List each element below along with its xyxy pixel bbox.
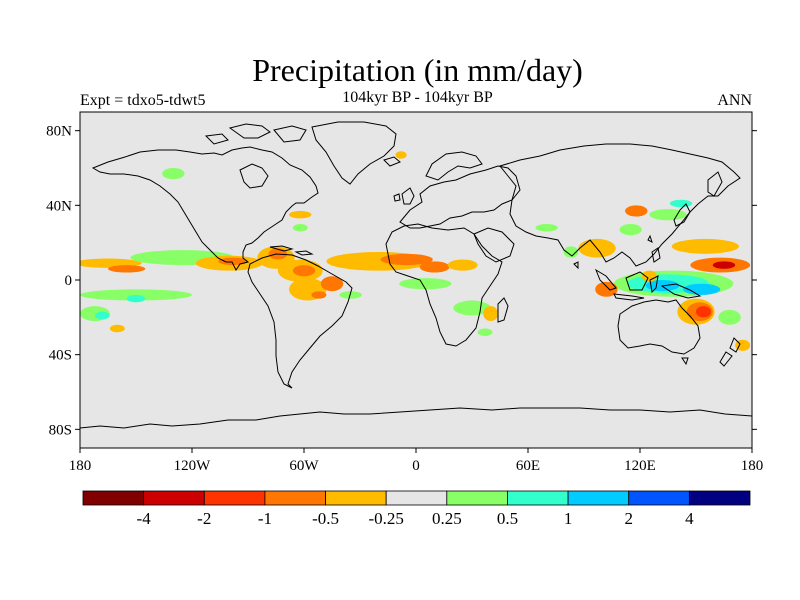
- coast-indonesia: [594, 268, 659, 301]
- anomaly-patch: [625, 205, 648, 217]
- anomaly-patch: [483, 306, 499, 322]
- colorbar-label: 1: [564, 509, 573, 528]
- anomaly-patch: [339, 291, 362, 299]
- colorbar-swatch: [264, 490, 326, 506]
- colorbar-label: -0.5: [312, 509, 339, 528]
- coast-british-isles: [393, 187, 415, 205]
- coast-europe: [399, 165, 521, 229]
- coast-antarctica: [80, 407, 752, 429]
- y-tick-label: 80N: [46, 124, 72, 140]
- anomaly-patch: [477, 328, 493, 336]
- anomaly-patch: [108, 265, 146, 273]
- anomaly-patch: [292, 265, 316, 277]
- coast-australia: [617, 299, 701, 355]
- colorbar-swatch: [567, 490, 630, 506]
- coast-sri-lanka: [573, 261, 579, 270]
- anomaly-patch: [218, 257, 248, 266]
- period-label: 104kyr BP - 104kyr BP: [342, 89, 493, 106]
- colorbar-label: -2: [197, 509, 211, 528]
- coast-greenland: [311, 121, 397, 185]
- anomaly-patch: [447, 259, 478, 271]
- coastlines: [80, 121, 752, 429]
- coast-new-guinea: [660, 283, 702, 299]
- anomaly-patch: [289, 210, 312, 219]
- coast-north-america: [91, 146, 319, 271]
- anomaly-patch: [292, 224, 308, 232]
- coast-kamchatka: [707, 171, 723, 197]
- anomaly-patch: [671, 238, 739, 254]
- x-tick-label: 60E: [516, 458, 540, 474]
- colorbar-swatch: [507, 490, 569, 506]
- x-tick-label: 120E: [624, 458, 656, 474]
- colorbar-swatch: [143, 490, 205, 506]
- coast-arabia: [473, 227, 515, 263]
- coast-japan: [673, 203, 691, 227]
- anomaly-patch: [535, 224, 558, 232]
- anomaly-patch: [718, 309, 741, 325]
- anomaly-patch: [712, 261, 736, 269]
- colorbar-label: -0.25: [368, 509, 403, 528]
- coast-tasmania: [681, 357, 689, 366]
- coast-south-america: [247, 253, 353, 389]
- x-tick-label: 0: [412, 458, 420, 474]
- anomaly-patch: [399, 278, 452, 290]
- anomaly-patch: [669, 199, 693, 208]
- chart-title: Precipitation (in mm/day): [252, 52, 583, 88]
- anomaly-patch: [649, 209, 687, 221]
- colorbar-label: 0.5: [497, 509, 518, 528]
- anomaly-patch: [380, 253, 433, 266]
- coast-new-zealand: [719, 337, 741, 367]
- anomaly-patch: [619, 224, 642, 236]
- anomaly-patch: [419, 261, 450, 273]
- coast-africa: [385, 223, 503, 347]
- season-label: ANN: [717, 92, 752, 109]
- x-tick-label: 180: [741, 458, 764, 474]
- coast-caribbean: [269, 245, 314, 256]
- colorbar-swatch: [628, 490, 690, 506]
- anomaly-patch: [320, 276, 344, 292]
- colorbar: -4 -2 -1 -0.5 -0.25 0.25 0.5 1 2 4: [82, 490, 751, 528]
- coast-philippines: [647, 234, 661, 263]
- anomaly-patch: [682, 283, 721, 295]
- colorbar-label: 2: [624, 509, 633, 528]
- anomaly-patch: [696, 306, 711, 318]
- coast-iceland: [383, 156, 401, 167]
- anomaly-patch: [395, 151, 407, 159]
- colorbar-swatch: [82, 490, 145, 506]
- colorbar-swatch: [385, 490, 448, 506]
- anomaly-patch: [126, 294, 146, 303]
- x-tick-label: 60W: [289, 458, 319, 474]
- anomaly-patch: [80, 289, 192, 301]
- colorbar-label: -1: [258, 509, 272, 528]
- colorbar-swatch: [325, 490, 387, 506]
- map-axes: 80N 40N 0 40S 80S 180 120W 60W 0 60E 120E 180: [46, 124, 763, 474]
- anomaly-patch: [595, 281, 618, 297]
- colorbar-label: 4: [685, 509, 694, 528]
- x-tick-label: 120W: [174, 458, 212, 474]
- y-tick-label: 80S: [49, 422, 72, 438]
- anomaly-patch: [162, 168, 185, 180]
- anomaly-patch: [563, 246, 579, 258]
- y-tick-label: 0: [65, 273, 73, 289]
- y-tick-label: 40N: [46, 198, 72, 214]
- colorbar-swatch: [446, 490, 508, 506]
- anomaly-patch: [641, 270, 657, 282]
- coast-madagascar: [497, 297, 509, 323]
- anomaly-layer: [80, 151, 751, 351]
- coast-scandinavia: [425, 151, 483, 181]
- coast-hudson-bay: [239, 163, 269, 189]
- y-tick-label: 40S: [49, 348, 72, 364]
- anomaly-patch: [311, 291, 327, 299]
- anomaly-patch: [94, 311, 110, 320]
- coast-arctic-islands: [204, 123, 307, 145]
- x-tick-label: 180: [69, 458, 92, 474]
- colorbar-swatch: [688, 490, 751, 506]
- colorbar-label: 0.25: [432, 509, 462, 528]
- colorbar-swatch: [203, 490, 266, 506]
- colorbar-label: -4: [137, 509, 152, 528]
- experiment-label: Expt = tdxo5-tdwt5: [80, 92, 206, 109]
- anomaly-patch: [109, 324, 125, 333]
